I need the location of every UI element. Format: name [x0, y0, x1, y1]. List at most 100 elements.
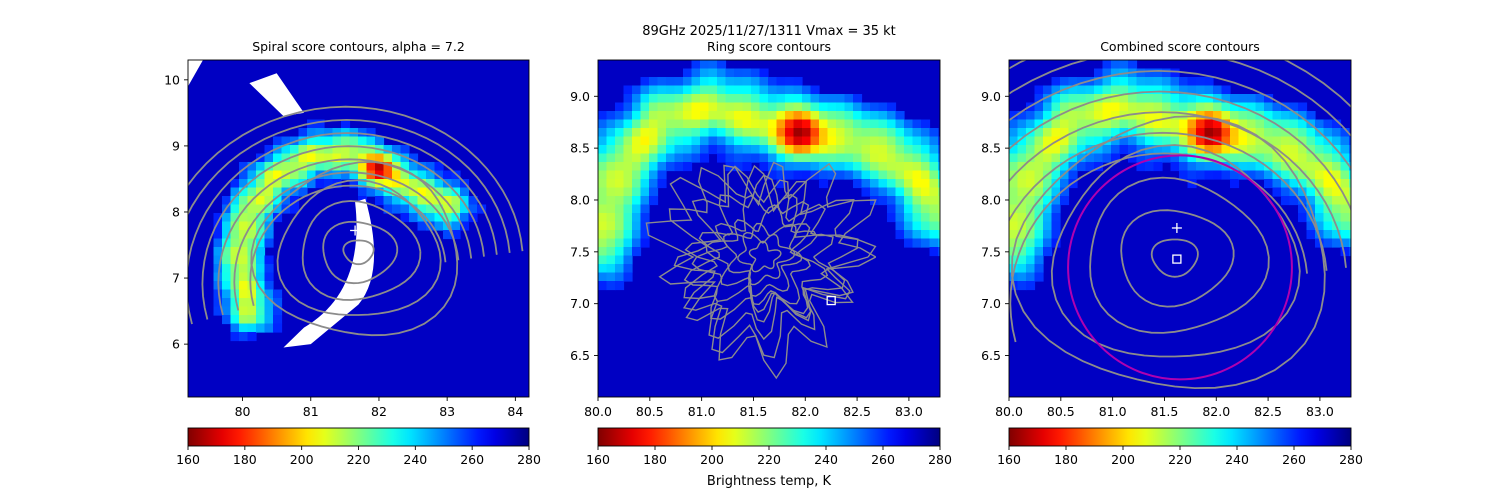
heatmap-cell: [649, 77, 659, 87]
y-tick-label: 8: [172, 204, 180, 219]
heatmap-cell: [230, 204, 240, 214]
heatmap-cell: [1179, 111, 1189, 121]
heatmap-cell: [861, 187, 871, 197]
heatmap-cell: [1272, 136, 1282, 146]
heatmap-cell: [1017, 264, 1027, 274]
heatmap-cell: [776, 128, 786, 138]
heatmap-cell: [1153, 145, 1163, 155]
heatmap-cell: [1281, 111, 1291, 121]
heatmap-cell: [734, 128, 744, 138]
heatmap-cell: [230, 196, 240, 206]
no-data-region: [188, 60, 375, 348]
heatmap-cell: [606, 179, 616, 189]
heatmap-cell: [708, 128, 718, 138]
heatmap-cell: [349, 145, 359, 155]
heatmap-cell: [632, 94, 642, 104]
heatmap-cell: [938, 247, 940, 257]
x-tick-label: 80.5: [636, 404, 664, 419]
heatmap-cell: [1128, 119, 1138, 129]
heatmap-cell: [912, 119, 922, 129]
heatmap-cell: [1323, 238, 1333, 248]
heatmap-cell: [1085, 94, 1095, 104]
heatmap-cell: [912, 213, 922, 223]
heatmap-cell: [759, 111, 769, 121]
heatmap-cell: [247, 221, 257, 231]
heatmap-cell: [768, 119, 778, 129]
heatmap-cell: [751, 68, 761, 78]
heatmap-cell: [895, 204, 905, 214]
score-contour: [683, 165, 859, 341]
heatmap-cell: [1264, 136, 1274, 146]
heatmap-cell: [1051, 145, 1061, 155]
heatmap-cell: [1111, 94, 1121, 104]
heatmap-cell: [1323, 196, 1333, 206]
heatmap-cell: [1179, 162, 1189, 172]
heatmap-cell: [213, 213, 223, 223]
heatmap-cell: [912, 128, 922, 138]
heatmap-cell: [213, 255, 223, 265]
heatmap-cell: [870, 128, 880, 138]
heatmap-cell: [887, 145, 897, 155]
score-contour-outer: [1009, 152, 1308, 343]
heatmap-cell: [341, 119, 351, 129]
heatmap-cell: [1221, 153, 1231, 163]
heatmap-cell: [239, 298, 249, 308]
heatmap-cell: [1272, 128, 1282, 138]
heatmap-cell: [1111, 85, 1121, 95]
heatmap-cell: [1026, 145, 1036, 155]
heatmap-cell: [341, 136, 351, 146]
heatmap-cell: [434, 170, 444, 180]
heatmap-cell: [1043, 221, 1053, 231]
heatmap-cell: [810, 162, 820, 172]
heatmap-cell: [256, 213, 266, 223]
heatmap-cell: [606, 213, 616, 223]
heatmap-cell: [827, 111, 837, 121]
heatmap-cell: [649, 153, 659, 163]
heatmap-cell: [853, 111, 863, 121]
heatmap-cell: [1315, 179, 1325, 189]
heatmap-cell: [1128, 145, 1138, 155]
heatmap-cell: [222, 196, 232, 206]
heatmap-cell: [929, 196, 939, 206]
heatmap-cell: [1145, 85, 1155, 95]
heatmap-cell: [1111, 153, 1121, 163]
panel-title: Ring score contours: [707, 39, 831, 54]
heatmap-cell: [691, 111, 701, 121]
heatmap-cell: [213, 230, 223, 240]
heatmap-cell: [1085, 162, 1095, 172]
heatmap-cell: [751, 102, 761, 112]
heatmap-cell: [1221, 128, 1231, 138]
heatmap-cell: [230, 213, 240, 223]
heatmap-cell: [1085, 128, 1095, 138]
heatmap-cell: [1026, 247, 1036, 257]
heatmap-cell: [895, 170, 905, 180]
heatmap-cell: [895, 179, 905, 189]
heatmap-cell: [1034, 179, 1044, 189]
heatmap-cell: [623, 204, 633, 214]
heatmap-cell: [691, 85, 701, 95]
heatmap-cell: [1187, 170, 1197, 180]
heatmap-cell: [1298, 153, 1308, 163]
heatmap-cell: [853, 162, 863, 172]
heatmap-cell: [632, 128, 642, 138]
heatmap-cell: [290, 179, 300, 189]
heatmap-cell: [1340, 247, 1350, 257]
heatmap-cell: [1102, 102, 1112, 112]
heatmap-cell: [921, 162, 931, 172]
heatmap-cell: [878, 187, 888, 197]
heatmap-cell: [426, 213, 436, 223]
heatmap-cell: [1298, 119, 1308, 129]
heatmap-cell: [640, 196, 650, 206]
heatmap-cell: [273, 204, 283, 214]
heatmap-cell: [222, 213, 232, 223]
heatmap-cell: [443, 187, 453, 197]
heatmap-cell: [1306, 230, 1316, 240]
heatmap-cell: [598, 221, 608, 231]
heatmap-cell: [1179, 136, 1189, 146]
heatmap-cell: [1060, 153, 1070, 163]
heatmap-cell: [375, 162, 385, 172]
score-contour-outer: [188, 105, 524, 252]
heatmap-cell: [1017, 281, 1027, 291]
heatmap-cell: [1060, 119, 1070, 129]
heatmap-cell: [1128, 60, 1138, 70]
